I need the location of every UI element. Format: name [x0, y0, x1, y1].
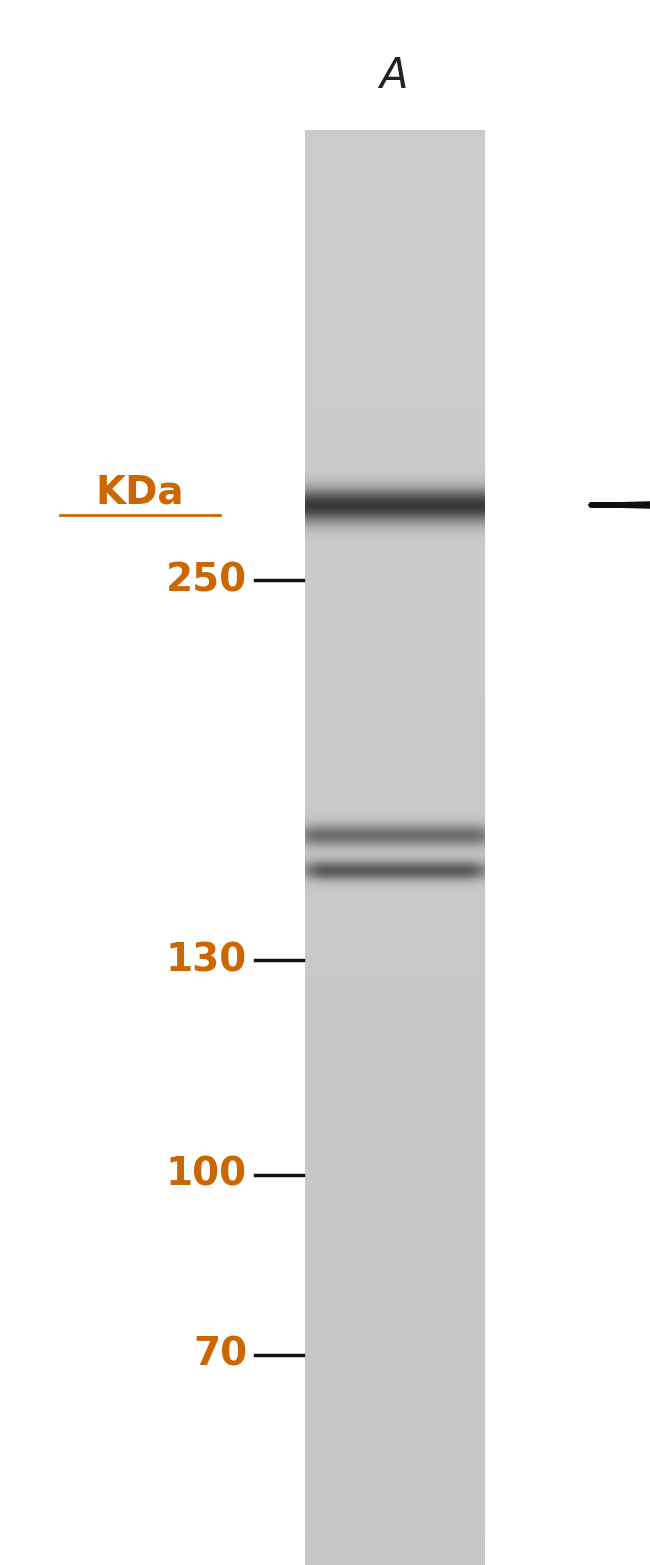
Text: A: A [379, 55, 408, 97]
Text: 130: 130 [166, 941, 247, 980]
Text: 70: 70 [193, 1337, 247, 1374]
Text: KDa: KDa [96, 473, 184, 512]
Text: 250: 250 [166, 560, 247, 599]
Text: 100: 100 [166, 1157, 247, 1194]
